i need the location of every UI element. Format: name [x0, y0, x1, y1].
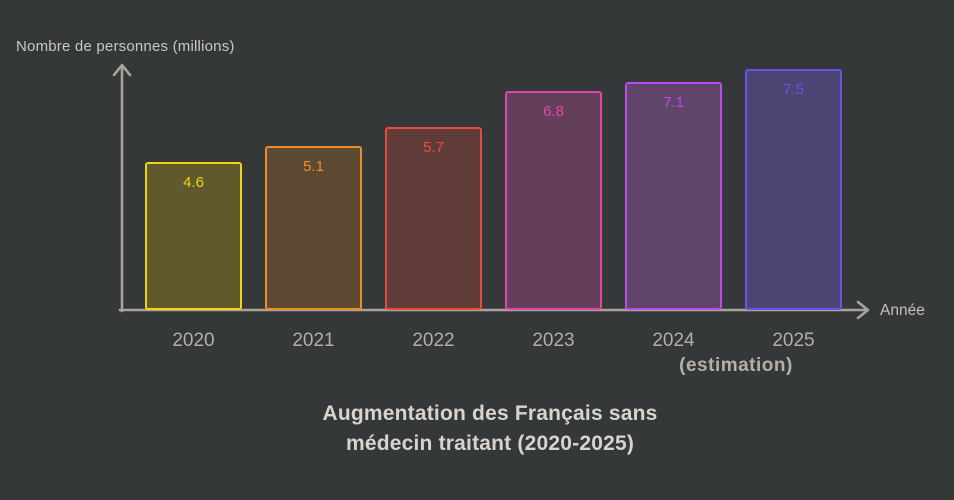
bar-2020: 4.6: [145, 162, 242, 310]
y-axis-label: Nombre de personnes (millions): [16, 38, 235, 55]
bar-value-label: 4.6: [183, 174, 204, 191]
x-tick-2022: 2022: [412, 330, 455, 351]
x-tick-2020: 2020: [172, 330, 215, 351]
bar-2023: 6.8: [505, 91, 602, 310]
estimation-note: (estimation): [679, 355, 793, 376]
x-tick-2023: 2023: [532, 330, 575, 351]
x-tick-2024: 2024: [652, 330, 695, 351]
bar-value-label: 5.7: [423, 139, 444, 156]
bar-2024: 7.1: [625, 82, 722, 310]
x-axis-label: Année: [880, 302, 925, 319]
bar-2025: 7.5: [745, 69, 842, 310]
bar-2022: 5.7: [385, 127, 482, 310]
bar-value-label: 6.8: [543, 103, 564, 120]
x-axis-arrowhead-icon: [856, 300, 870, 320]
bar-2021: 5.1: [265, 146, 362, 310]
chart-title: Augmentation des Français sans médecin t…: [240, 399, 740, 459]
x-tick-2021: 2021: [292, 330, 335, 351]
chart-title-line2: médecin traitant (2020-2025): [345, 432, 635, 455]
bar-value-label: 7.5: [783, 81, 804, 98]
x-tick-2025: 2025: [772, 330, 815, 351]
chart-title-line1: Augmentation des Français sans: [322, 402, 658, 425]
bar-value-label: 7.1: [663, 94, 684, 111]
bar-value-label: 5.1: [303, 158, 324, 175]
y-axis-arrowhead-icon: [112, 63, 132, 77]
